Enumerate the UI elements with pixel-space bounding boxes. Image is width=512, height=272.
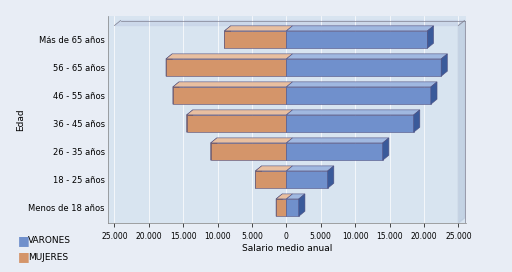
Polygon shape xyxy=(458,20,464,223)
Polygon shape xyxy=(173,82,179,104)
Polygon shape xyxy=(431,82,437,104)
Polygon shape xyxy=(286,54,447,59)
Bar xyxy=(286,171,328,188)
Polygon shape xyxy=(173,82,292,87)
Polygon shape xyxy=(299,194,305,216)
Polygon shape xyxy=(255,166,292,171)
Bar xyxy=(211,143,286,160)
Polygon shape xyxy=(224,26,292,31)
Polygon shape xyxy=(441,54,447,76)
X-axis label: Salario medio anual: Salario medio anual xyxy=(242,244,332,253)
Polygon shape xyxy=(328,166,334,188)
Bar xyxy=(286,87,431,104)
Polygon shape xyxy=(286,110,420,115)
Polygon shape xyxy=(166,54,292,59)
Polygon shape xyxy=(211,138,292,143)
Y-axis label: Edad: Edad xyxy=(16,108,26,131)
Bar xyxy=(187,115,286,132)
Text: MUJERES: MUJERES xyxy=(28,252,68,262)
Polygon shape xyxy=(114,20,464,26)
Polygon shape xyxy=(286,138,389,143)
Bar xyxy=(286,199,299,216)
Bar xyxy=(286,31,428,48)
Text: ■: ■ xyxy=(18,234,30,247)
Polygon shape xyxy=(211,138,217,160)
Polygon shape xyxy=(286,166,334,171)
Polygon shape xyxy=(286,82,437,87)
Polygon shape xyxy=(187,110,292,115)
Bar xyxy=(173,87,286,104)
Bar xyxy=(224,31,286,48)
Bar xyxy=(286,59,441,76)
Polygon shape xyxy=(382,138,389,160)
Polygon shape xyxy=(224,26,230,48)
Text: VARONES: VARONES xyxy=(28,236,71,245)
Polygon shape xyxy=(276,194,282,216)
Text: ■: ■ xyxy=(18,251,30,264)
Bar xyxy=(276,199,286,216)
Bar xyxy=(166,59,286,76)
Polygon shape xyxy=(276,194,292,199)
Polygon shape xyxy=(187,110,193,132)
Bar xyxy=(286,115,414,132)
Bar xyxy=(255,171,286,188)
Bar xyxy=(286,143,382,160)
Polygon shape xyxy=(255,166,262,188)
Polygon shape xyxy=(286,26,434,31)
Polygon shape xyxy=(166,54,172,76)
Polygon shape xyxy=(286,194,305,199)
Polygon shape xyxy=(428,26,434,48)
Polygon shape xyxy=(414,110,420,132)
